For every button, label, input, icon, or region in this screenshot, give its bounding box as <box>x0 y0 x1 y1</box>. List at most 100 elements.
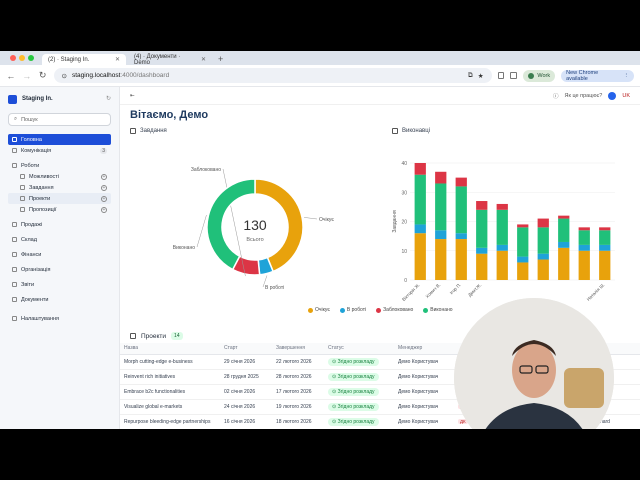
sidebar-item-proposals[interactable]: Пропозиції + <box>8 204 111 215</box>
start-date-cell: 16 січня 2026 <box>220 414 272 429</box>
donut-leader-line <box>222 168 246 277</box>
project-name-cell[interactable]: Visualize global e-markets <box>120 399 220 415</box>
donut-leader-line <box>304 217 318 220</box>
add-icon[interactable]: + <box>101 206 107 213</box>
legend-item[interactable]: Виконано <box>423 307 453 313</box>
sidebar-section-work[interactable]: Роботи <box>8 160 111 171</box>
sidebar-item-finance[interactable]: Фінанси <box>8 249 111 260</box>
bar-segment <box>435 239 447 280</box>
x-tick-label: Вікторія Ж. <box>401 282 421 302</box>
topbar: ⇤ ⓘ Як це працює? UK <box>120 87 640 105</box>
sidebar-item-reports[interactable]: Звіти <box>8 279 111 290</box>
brand[interactable]: Staging In. <box>8 93 111 105</box>
bar-segment <box>599 244 611 251</box>
translate-icon[interactable]: ⧉ <box>468 71 473 79</box>
browser-tab-documents[interactable]: (4) · Документи · Demo ✕ <box>128 54 212 66</box>
project-name-cell[interactable]: Morph cutting-edge e-business <box>120 354 220 370</box>
sidebar-item-home[interactable]: Головна <box>8 134 111 145</box>
new-tab-icon[interactable]: + <box>218 54 224 64</box>
sidepanel-icon[interactable] <box>510 72 518 79</box>
reload-icon[interactable]: ↻ <box>38 70 47 80</box>
sync-icon[interactable]: ↻ <box>105 96 111 102</box>
home-icon <box>12 137 17 142</box>
legend-item[interactable]: Очікує <box>308 307 330 313</box>
bar-segment <box>496 244 508 251</box>
avatar[interactable] <box>608 91 617 100</box>
x-tick-label: Наталія Ш. <box>586 282 606 302</box>
bar-segment <box>414 174 426 225</box>
bar-segment <box>435 183 447 231</box>
search-input[interactable]: ⌕ Пошук <box>8 113 111 126</box>
x-tick-label: Ігор П. <box>449 282 462 295</box>
donut-total-label: Всього <box>246 237 263 243</box>
assignees-card-header: Виконавці <box>392 128 430 134</box>
assignees-card-title: Виконавці <box>402 128 430 134</box>
project-name-cell[interactable]: Reinvent rich initiatives <box>120 369 220 385</box>
end-date-cell: 18 лютого 2026 <box>272 414 324 429</box>
add-icon[interactable]: + <box>101 195 107 202</box>
column-header-name[interactable]: Назва <box>120 343 220 355</box>
sidebar-item-communication[interactable]: Комунікація 3 <box>8 145 111 156</box>
column-header-start[interactable]: Старт <box>220 343 272 355</box>
update-chrome-button[interactable]: New Chrome available ⋮ <box>561 69 634 82</box>
donut-slice-label: В роботі <box>265 285 284 291</box>
page-title: Вітаємо, Демо <box>130 109 209 121</box>
project-name-cell[interactable]: Embrace b2c functionalities <box>120 384 220 400</box>
bar-segment <box>537 259 549 280</box>
tasks-donut-chart: Очікує В роботі Заблоковано Виконано 130 Всьо… <box>173 167 335 291</box>
legend-item[interactable]: В роботі <box>339 307 367 313</box>
y-tick-label: 20 <box>401 220 407 226</box>
url-field[interactable]: ⊙ staging.localhost:4000/dashboard ⧉ ★ <box>53 68 492 83</box>
add-icon[interactable]: + <box>101 173 107 180</box>
collapse-sidebar-icon[interactable]: ⇤ <box>130 92 135 99</box>
column-header-status[interactable]: Статус <box>324 343 394 355</box>
maximize-window-icon[interactable] <box>28 55 34 61</box>
sidebar-item-tasks[interactable]: Завдання + <box>8 182 111 193</box>
x-tick-label: Хомич В. <box>425 282 442 299</box>
help-icon[interactable]: ⓘ <box>553 93 559 100</box>
calendar-icon <box>130 128 136 134</box>
legend-label: Заблоковано <box>383 307 414 313</box>
legend-item[interactable]: Заблоковано <box>376 307 413 313</box>
projects-count-badge: 14 <box>171 332 183 340</box>
column-header-end[interactable]: Завершення <box>272 343 324 355</box>
back-icon[interactable]: ← <box>6 70 16 81</box>
status-cell: ⊙ Згідно розкладу <box>324 414 394 429</box>
minimize-window-icon[interactable] <box>19 55 25 61</box>
add-icon[interactable]: + <box>101 184 107 191</box>
site-info-icon[interactable]: ⊙ <box>61 72 67 80</box>
profile-chip[interactable]: Work <box>523 69 556 82</box>
bar-segment <box>496 250 508 280</box>
bar-segment <box>414 163 426 175</box>
forward-icon[interactable]: → <box>22 70 32 81</box>
bookmark-star-icon[interactable]: ★ <box>477 72 484 80</box>
coin-icon <box>12 252 17 257</box>
legend-label: В роботі <box>346 307 367 313</box>
extensions-icon[interactable] <box>497 72 505 79</box>
sidebar-item-organization[interactable]: Організація <box>8 264 111 275</box>
tab-strip: (2) · Staging In. ✕ (4) · Документи · Dem… <box>0 51 640 66</box>
close-window-icon[interactable] <box>10 55 16 61</box>
sidebar-item-documents[interactable]: Документи <box>8 294 111 305</box>
legend-swatch <box>423 307 429 313</box>
manager-cell: Демо Користувач <box>394 399 454 415</box>
bar-segment <box>476 201 488 210</box>
bar-segment <box>537 253 549 260</box>
column-header-manager[interactable]: Менеджер <box>394 343 454 355</box>
sidebar-item-projects[interactable]: Проекти + <box>8 193 111 204</box>
search-icon: ⌕ <box>14 116 18 122</box>
sidebar-item-opportunities[interactable]: Можливості + <box>8 171 111 182</box>
language-switch[interactable]: UK <box>622 92 630 99</box>
sidebar-item-settings[interactable]: Налаштування <box>8 313 111 324</box>
sidebar-item-sales[interactable]: Продажі <box>8 219 111 230</box>
browser-tab-staging[interactable]: (2) · Staging In. ✕ <box>42 54 126 65</box>
donut-slice-label: Виконано <box>173 245 195 251</box>
sidebar-item-label: Можливості <box>29 173 60 180</box>
bar-segment <box>435 171 447 184</box>
project-name-cell[interactable]: Repurpose bleeding-edge partnerships <box>120 414 220 429</box>
sidebar-item-warehouse[interactable]: Склад <box>8 234 111 245</box>
close-tab-icon[interactable]: ✕ <box>200 57 206 63</box>
manager-cell: Демо Користувач <box>394 414 454 429</box>
help-link[interactable]: Як це працює? <box>564 92 603 99</box>
close-tab-icon[interactable]: ✕ <box>114 57 120 63</box>
